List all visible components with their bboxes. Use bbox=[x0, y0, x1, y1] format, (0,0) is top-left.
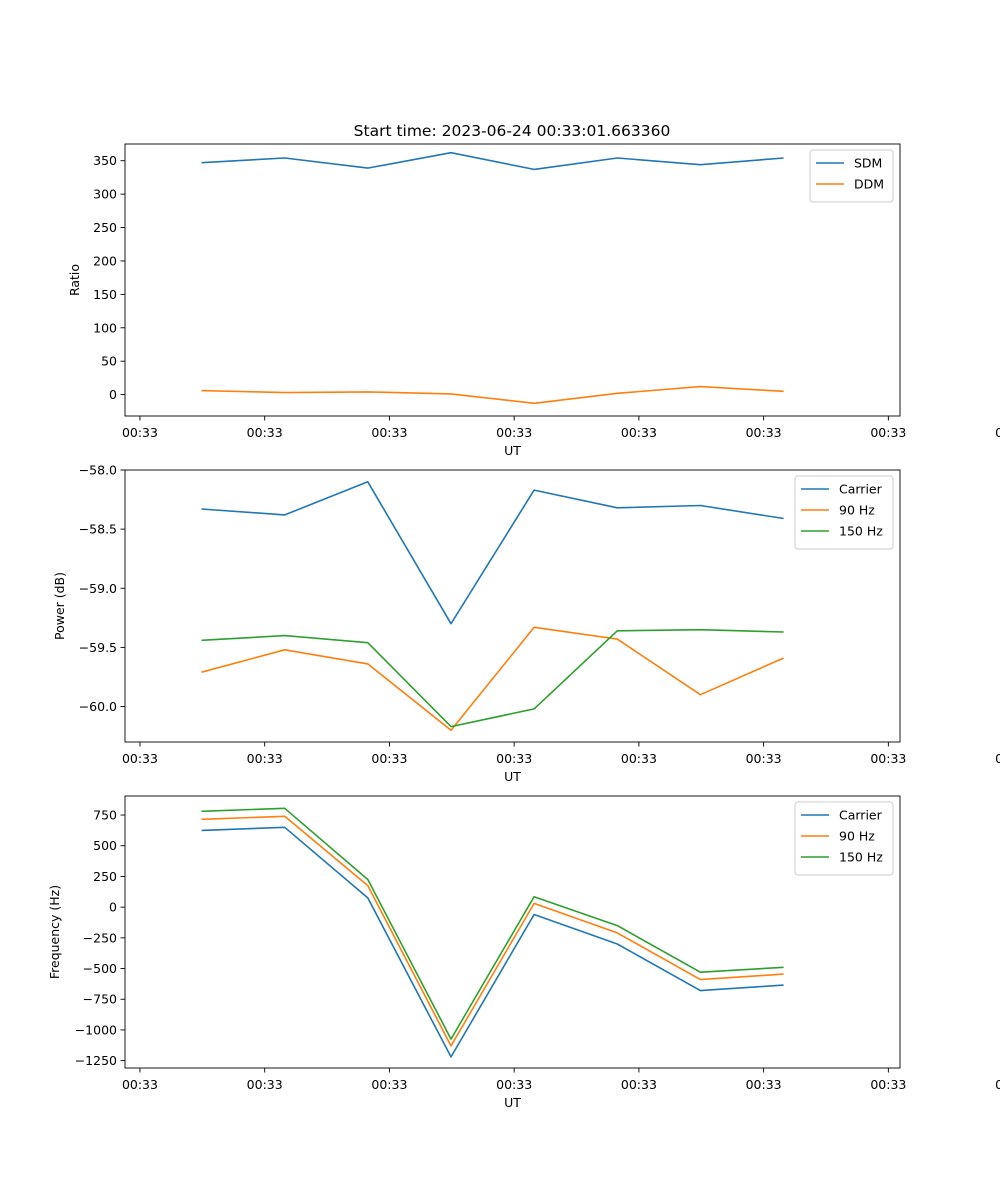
x-tick-label: 00:33 bbox=[746, 751, 782, 766]
y-tick-label: −59.5 bbox=[79, 640, 117, 655]
x-tick-label: 00:33 bbox=[247, 1077, 283, 1092]
y-tick-label: −750 bbox=[83, 992, 117, 1007]
y-tick-label: −1000 bbox=[75, 1022, 117, 1037]
axes-frame bbox=[124, 143, 901, 417]
y-axis-label: Power (dB) bbox=[52, 572, 67, 640]
legend-entry: Carrier bbox=[839, 808, 883, 823]
legend-entry: SDM bbox=[854, 156, 882, 171]
legend-entry: 150 Hz bbox=[839, 524, 883, 539]
y-tick-label: 500 bbox=[93, 838, 117, 853]
y-tick-label: 350 bbox=[93, 153, 117, 168]
series-line-150-hz bbox=[201, 807, 784, 1040]
y-tick-label: −58.0 bbox=[79, 463, 117, 478]
y-tick-label: −59.0 bbox=[79, 581, 117, 596]
series-line-sdm bbox=[201, 151, 784, 171]
y-tick-label: 250 bbox=[93, 220, 117, 235]
y-tick-label: 0 bbox=[109, 387, 117, 402]
x-axis-label: UT bbox=[504, 443, 521, 458]
series-line-carrier bbox=[201, 826, 784, 1058]
x-tick-label: 00:33 bbox=[621, 751, 657, 766]
x-tick-label: 00:33 bbox=[870, 751, 906, 766]
legend-entry: 90 Hz bbox=[839, 503, 875, 518]
y-tick-label: 50 bbox=[101, 354, 117, 369]
y-tick-label: −500 bbox=[83, 961, 117, 976]
x-tick-label: 00:33 bbox=[371, 751, 407, 766]
x-tick-label: 00:33 bbox=[496, 751, 532, 766]
legend-entry: 150 Hz bbox=[839, 850, 883, 865]
panel-1: 0 50 100 150 200 250 300 350 00:33 00:33 00:33 00:3… bbox=[67, 143, 1000, 458]
x-tick-label: 00:33 bbox=[371, 425, 407, 440]
y-tick-label: −250 bbox=[83, 930, 117, 945]
y-tick-label: −60.0 bbox=[79, 699, 117, 714]
x-tick-label: 00:33 bbox=[621, 425, 657, 440]
series-line-150-hz bbox=[201, 628, 784, 728]
y-tick-label: −1250 bbox=[75, 1053, 117, 1068]
y-tick-label: 300 bbox=[93, 187, 117, 202]
x-tick-label: 00:33 bbox=[746, 1077, 782, 1092]
x-tick-label: 00:33 bbox=[122, 751, 158, 766]
x-tick-label: 00:33 bbox=[746, 425, 782, 440]
panel-3: −1250 −1000 −750 −500 −250 0 250 500 750 00:33 00:… bbox=[47, 795, 1000, 1110]
series-line-carrier bbox=[201, 480, 784, 625]
legend-entry: 90 Hz bbox=[839, 829, 875, 844]
x-tick-label: 00:33 bbox=[870, 425, 906, 440]
x-tick-label: 00:33 bbox=[496, 1077, 532, 1092]
axes-frame bbox=[124, 795, 901, 1069]
y-tick-label: 250 bbox=[93, 869, 117, 884]
x-tick-label: 00:34 bbox=[995, 425, 1000, 440]
x-tick-label: 00:33 bbox=[247, 425, 283, 440]
y-tick-label: 750 bbox=[93, 808, 117, 823]
series-line-90-hz bbox=[201, 626, 784, 732]
x-tick-label: 00:34 bbox=[995, 751, 1000, 766]
x-tick-label: 00:33 bbox=[371, 1077, 407, 1092]
x-tick-label: 00:34 bbox=[995, 1077, 1000, 1092]
series-line-ddm bbox=[201, 385, 784, 405]
y-axis-label: Ratio bbox=[67, 264, 82, 296]
x-tick-label: 00:33 bbox=[122, 1077, 158, 1092]
series-line-90-hz bbox=[201, 815, 784, 1047]
chart-title: Start time: 2023-06-24 00:33:01.663360 bbox=[354, 122, 671, 140]
x-tick-label: 00:33 bbox=[122, 425, 158, 440]
x-axis-label: UT bbox=[504, 769, 521, 784]
x-tick-label: 00:33 bbox=[621, 1077, 657, 1092]
y-tick-label: 200 bbox=[93, 253, 117, 268]
panels: 0 50 100 150 200 250 300 350 00:33 00:33 00:33 00:3… bbox=[47, 143, 1000, 1110]
y-tick-label: 100 bbox=[93, 320, 117, 335]
legend-entry: Carrier bbox=[839, 482, 883, 497]
y-axis-label: Frequency (Hz) bbox=[47, 885, 62, 979]
x-tick-label: 00:33 bbox=[496, 425, 532, 440]
x-tick-label: 00:33 bbox=[247, 751, 283, 766]
legend-entry: DDM bbox=[854, 177, 884, 192]
y-tick-label: 0 bbox=[109, 900, 117, 915]
y-tick-label: 150 bbox=[93, 287, 117, 302]
x-axis-label: UT bbox=[504, 1095, 521, 1110]
panel-2: −60.0 −59.5 −59.0 −58.5 −58.0 00:33 00:33 00:33… bbox=[52, 463, 1000, 785]
x-tick-label: 00:33 bbox=[870, 1077, 906, 1092]
y-tick-label: −58.5 bbox=[79, 522, 117, 537]
axes-frame bbox=[124, 469, 901, 743]
